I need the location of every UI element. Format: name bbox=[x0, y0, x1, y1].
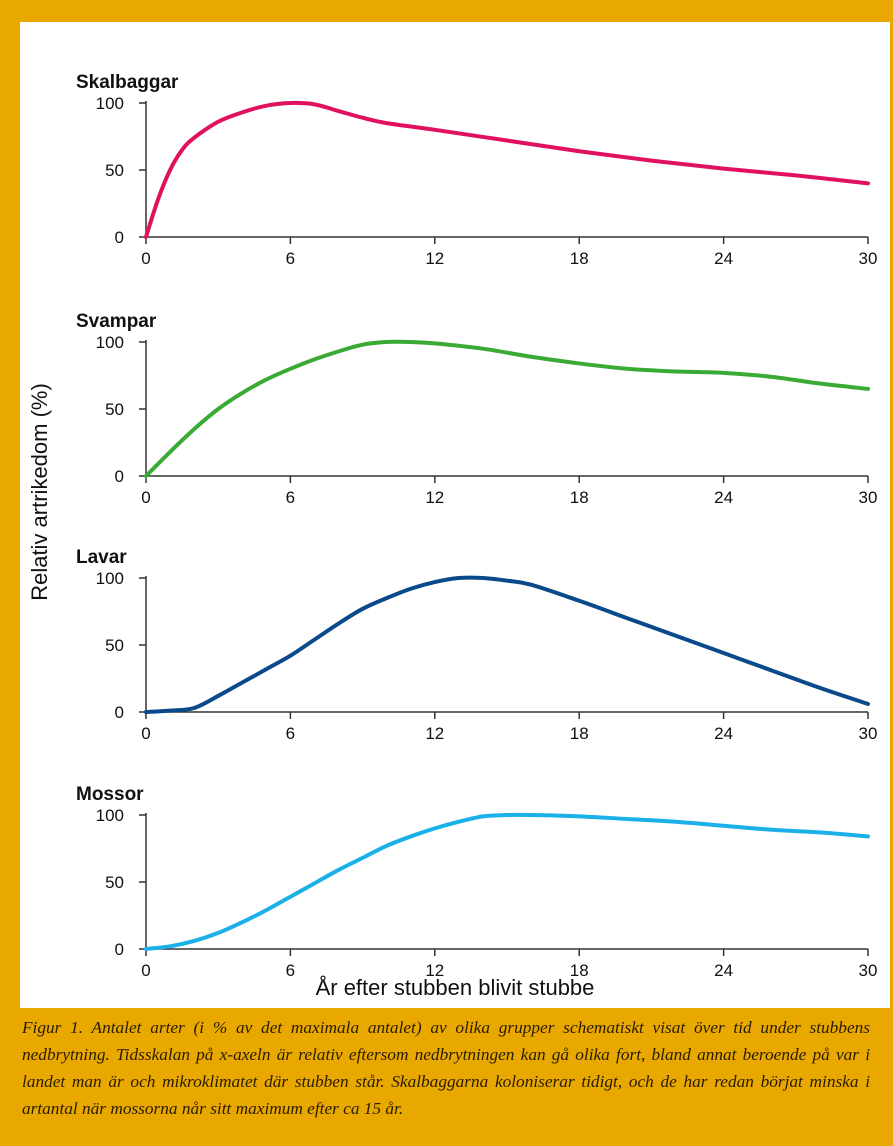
x-tick-label: 6 bbox=[286, 961, 295, 980]
y-tick-label: 100 bbox=[96, 569, 124, 588]
y-tick-label: 100 bbox=[96, 333, 124, 352]
x-tick-label: 12 bbox=[425, 488, 444, 507]
panel-title-mossor: Mossor bbox=[76, 784, 144, 805]
y-tick-label: 0 bbox=[115, 703, 124, 722]
x-tick-label: 18 bbox=[570, 488, 589, 507]
x-tick-label: 6 bbox=[286, 249, 295, 268]
y-tick-label: 0 bbox=[115, 940, 124, 959]
panel-mossor: Mossor 0 50 100 0 6 12 18 24 30 bbox=[76, 784, 877, 980]
y-tick-label: 50 bbox=[105, 400, 124, 419]
y-tick-label: 0 bbox=[115, 467, 124, 486]
y-axis-label: Relativ artrikedom (%) bbox=[27, 383, 52, 601]
series-line-skalbaggar bbox=[144, 100, 870, 239]
x-axis-label: År efter stubben blivit stubbe bbox=[316, 975, 595, 1000]
x-tick-label: 12 bbox=[425, 724, 444, 743]
x-tick-label: 18 bbox=[570, 961, 589, 980]
panel-title-skalbaggar: Skalbaggar bbox=[76, 72, 179, 93]
x-tick-label: 0 bbox=[141, 249, 150, 268]
series-line-lavar bbox=[144, 575, 870, 714]
chart: Relativ artrikedom (%) År efter stubben … bbox=[27, 72, 877, 1000]
x-tick-label: 30 bbox=[859, 249, 878, 268]
x-tick-label: 24 bbox=[714, 488, 733, 507]
panel-title-svampar: Svampar bbox=[76, 311, 157, 332]
panel-skalbaggar: Skalbaggar 0 50 100 0 6 12 18 24 30 bbox=[76, 72, 877, 268]
x-tick-label: 0 bbox=[141, 488, 150, 507]
figure-caption: Figur 1. Antalet arter (i % av det maxim… bbox=[22, 1018, 870, 1118]
y-tick-label: 50 bbox=[105, 873, 124, 892]
panel-svampar: Svampar 0 50 100 0 6 12 18 24 30 bbox=[76, 311, 877, 507]
series-line-svampar bbox=[144, 339, 870, 478]
x-tick-label: 24 bbox=[714, 961, 733, 980]
x-tick-label: 30 bbox=[859, 488, 878, 507]
y-tick-label: 100 bbox=[96, 806, 124, 825]
x-tick-label: 0 bbox=[141, 724, 150, 743]
x-tick-label: 6 bbox=[286, 488, 295, 507]
x-tick-label: 24 bbox=[714, 724, 733, 743]
x-tick-label: 12 bbox=[425, 249, 444, 268]
panel-title-lavar: Lavar bbox=[76, 547, 127, 568]
chart-panel: Relativ artrikedom (%) År efter stubben … bbox=[20, 22, 890, 1008]
x-tick-label: 30 bbox=[859, 724, 878, 743]
y-tick-label: 100 bbox=[96, 94, 124, 113]
x-tick-label: 12 bbox=[425, 961, 444, 980]
x-tick-label: 6 bbox=[286, 724, 295, 743]
x-tick-label: 24 bbox=[714, 249, 733, 268]
panel-lavar: Lavar 0 50 100 0 6 12 18 24 30 bbox=[76, 547, 877, 743]
series-line-mossor bbox=[144, 812, 870, 951]
y-tick-label: 50 bbox=[105, 161, 124, 180]
x-tick-label: 0 bbox=[141, 961, 150, 980]
y-tick-label: 50 bbox=[105, 636, 124, 655]
y-tick-label: 0 bbox=[115, 228, 124, 247]
x-tick-label: 18 bbox=[570, 724, 589, 743]
x-tick-label: 18 bbox=[570, 249, 589, 268]
x-tick-label: 30 bbox=[859, 961, 878, 980]
